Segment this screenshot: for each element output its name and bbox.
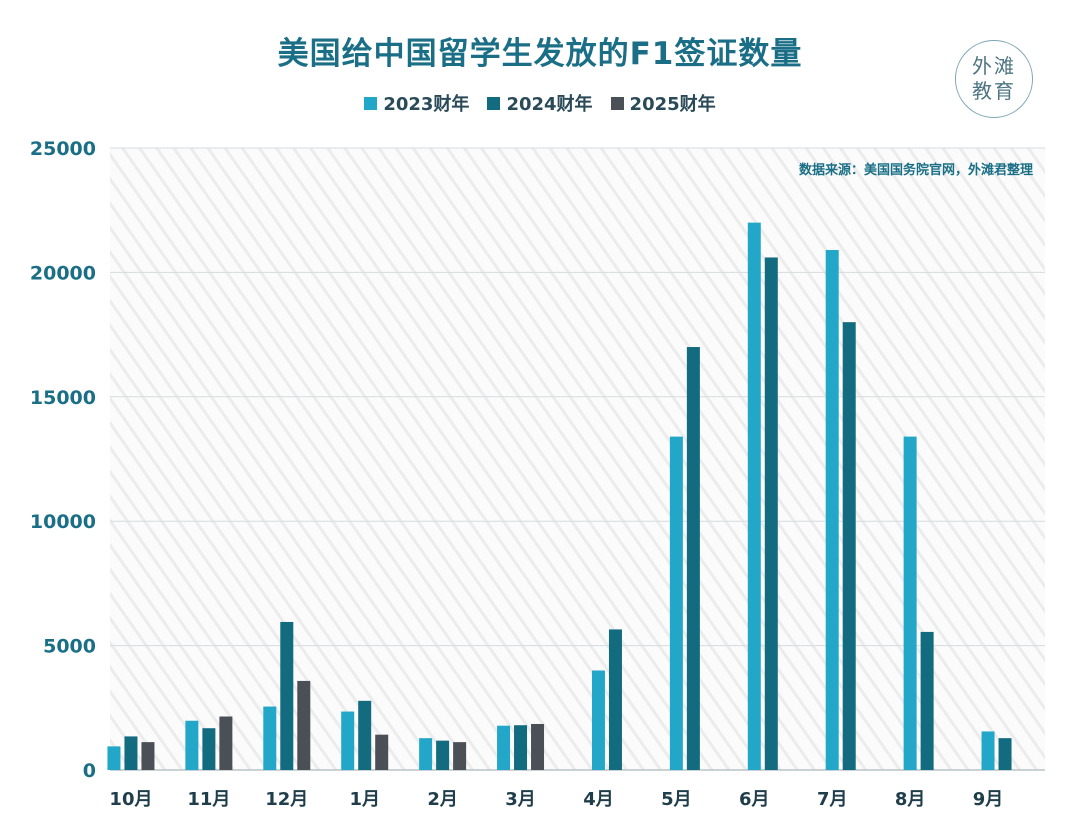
- x-tick-label: 9月: [973, 789, 1004, 810]
- bar-2023财年-2月: [419, 738, 433, 770]
- bar-2023财年-8月: [903, 436, 917, 770]
- x-tick-label: 10月: [109, 789, 152, 810]
- legend-swatch-fy2025: [610, 96, 624, 110]
- plot-background: [110, 148, 1045, 770]
- bar-2024财年-12月: [280, 621, 294, 770]
- brand-logo: 外滩 教育: [955, 40, 1033, 118]
- legend-swatch-fy2024: [487, 96, 501, 110]
- x-tick-label: 11月: [187, 789, 230, 810]
- bar-2024财年-5月: [686, 347, 700, 770]
- bar-2024财年-8月: [920, 631, 934, 770]
- logo-line-2: 教育: [972, 79, 1016, 103]
- bar-2025财年-10月: [141, 742, 155, 770]
- bar-2023财年-11月: [185, 720, 199, 770]
- x-tick-label: 4月: [583, 789, 614, 810]
- bar-2023财年-6月: [747, 222, 761, 770]
- bar-2024财年-10月: [124, 736, 138, 770]
- legend-swatch-fy2023: [364, 96, 378, 110]
- bar-2023财年-10月: [107, 746, 121, 770]
- bar-2023财年-3月: [497, 725, 511, 770]
- x-tick-label: 12月: [265, 789, 308, 810]
- bar-2023财年-9月: [981, 731, 995, 770]
- legend-item-fy2025: 2025财年: [610, 90, 716, 116]
- chart-legend: 2023财年 2024财年 2025财年: [0, 90, 1080, 116]
- legend-item-fy2023: 2023财年: [364, 90, 469, 116]
- bar-2023财年-1月: [341, 711, 355, 770]
- x-tick-label: 1月: [349, 789, 380, 810]
- bar-2025财年-11月: [219, 716, 233, 770]
- bar-2024财年-3月: [514, 725, 528, 770]
- y-tick-label: 20000: [30, 262, 96, 284]
- bar-2024财年-7月: [842, 322, 856, 770]
- y-tick-label: 0: [83, 760, 96, 782]
- legend-label-fy2024: 2024财年: [506, 94, 593, 115]
- bar-2024财年-11月: [202, 728, 216, 770]
- bar-2024财年-1月: [358, 700, 372, 770]
- bar-2025财年-2月: [453, 742, 467, 770]
- x-tick-label: 3月: [505, 789, 536, 810]
- bar-2025财年-1月: [375, 734, 389, 770]
- bar-2023财年-4月: [591, 670, 605, 770]
- bar-2024财年-6月: [764, 257, 778, 770]
- bar-2024财年-4月: [608, 629, 622, 770]
- bar-2025财年-12月: [297, 680, 311, 770]
- y-tick-label: 25000: [30, 138, 96, 160]
- legend-label-fy2025: 2025财年: [629, 94, 716, 115]
- x-tick-label: 6月: [739, 789, 770, 810]
- legend-item-fy2024: 2024财年: [487, 90, 593, 116]
- x-tick-label: 2月: [427, 789, 458, 810]
- bar-2023财年-7月: [825, 250, 839, 770]
- chart-title: 美国给中国留学生发放的F1签证数量: [277, 36, 803, 72]
- y-tick-label: 10000: [30, 511, 96, 533]
- x-tick-label: 8月: [895, 789, 926, 810]
- x-tick-label: 5月: [661, 789, 692, 810]
- bar-2023财年-12月: [263, 706, 277, 770]
- y-tick-label: 5000: [43, 636, 96, 658]
- bar-2025财年-3月: [531, 723, 545, 770]
- bar-2023财年-5月: [669, 436, 683, 770]
- bar-2024财年-9月: [998, 738, 1012, 770]
- legend-label-fy2023: 2023财年: [383, 94, 470, 115]
- bar-2024财年-2月: [436, 740, 450, 770]
- source-note: 数据来源：美国国务院官网，外滩君整理: [799, 162, 1033, 178]
- y-tick-label: 15000: [30, 387, 96, 409]
- x-tick-label: 7月: [817, 789, 848, 810]
- logo-line-1: 外滩: [972, 54, 1016, 78]
